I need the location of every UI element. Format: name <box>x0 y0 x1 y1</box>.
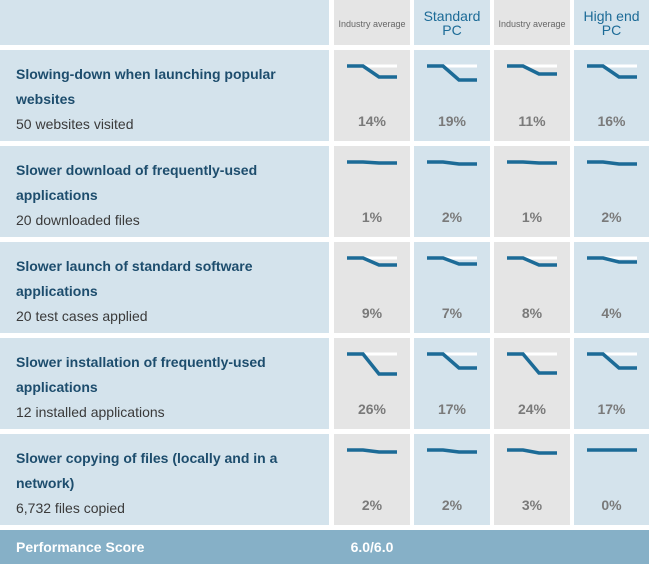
row-label-file-copy: Slower copying of files (locally and in … <box>0 434 329 525</box>
percentage-value: 7% <box>441 305 463 321</box>
percentage-value: 2% <box>441 209 463 225</box>
value-cell: 26% <box>334 338 410 429</box>
percentage-value: 9% <box>361 305 383 321</box>
percentage-value: 11% <box>518 113 546 129</box>
row-label-software-launch: Slower launch of standard software appli… <box>0 242 329 333</box>
row-subtitle: 20 test cases applied <box>16 308 148 324</box>
value-cell: 9% <box>334 242 410 333</box>
column-header-standard-pc: Standard PC <box>414 0 490 45</box>
value-cell: 2% <box>574 146 649 237</box>
row-subtitle: 12 installed applications <box>16 404 165 420</box>
percentage-value: 17% <box>597 401 626 417</box>
slowdown-sparkline-icon <box>587 64 637 79</box>
slowdown-sparkline-icon <box>587 160 637 166</box>
slowdown-sparkline-icon <box>347 160 397 165</box>
percentage-value: 19% <box>437 113 467 129</box>
slowdown-sparkline-icon <box>507 448 557 455</box>
percentage-value: 2% <box>361 497 383 513</box>
percentage-value: 3% <box>521 497 543 513</box>
slowdown-sparkline-icon <box>507 160 557 165</box>
value-cell: 0% <box>574 434 649 525</box>
percentage-value: 2% <box>601 209 622 225</box>
performance-score-label: Performance Score <box>16 539 145 555</box>
value-cell: 2% <box>414 434 490 525</box>
performance-score-value: 6.0/6.0 <box>350 539 394 555</box>
percentage-value: 14% <box>357 113 387 129</box>
value-cell: 2% <box>414 146 490 237</box>
value-cell: 11% <box>494 50 570 141</box>
row-title: Slower launch of standard software appli… <box>16 258 253 299</box>
value-cell: 24% <box>494 338 570 429</box>
slowdown-sparkline-icon <box>427 352 477 370</box>
column-header-label: Industry average <box>498 18 566 29</box>
row-title: Slower copying of files (locally and in … <box>16 450 278 491</box>
column-header-high-end-pc: High end PC <box>574 0 649 45</box>
percentage-value: 16% <box>597 113 626 129</box>
value-cell: 3% <box>494 434 570 525</box>
percentage-value: 0% <box>601 497 622 513</box>
percentage-value: 24% <box>517 401 547 417</box>
column-header-label: Standard PC <box>423 7 481 38</box>
row-label-installation: Slower installation of frequently-used a… <box>0 338 329 429</box>
slowdown-sparkline-icon <box>347 448 397 454</box>
slowdown-sparkline-icon <box>507 64 557 76</box>
slowdown-sparkline-icon <box>347 64 397 79</box>
slowdown-sparkline-icon <box>347 352 397 376</box>
slowdown-sparkline-icon <box>427 448 477 454</box>
value-cell: 7% <box>414 242 490 333</box>
percentage-value: 1% <box>361 209 383 225</box>
percentage-value: 17% <box>437 401 467 417</box>
column-header-industry-average-1: Industry average <box>334 0 410 45</box>
value-cell: 8% <box>494 242 570 333</box>
value-cell: 19% <box>414 50 490 141</box>
row-title: Slower download of frequently-used appli… <box>16 162 258 203</box>
value-cell: 16% <box>574 50 649 141</box>
value-cell: 2% <box>334 434 410 525</box>
slowdown-sparkline-icon <box>587 352 637 370</box>
header-corner <box>0 0 329 45</box>
value-cell: 17% <box>414 338 490 429</box>
row-subtitle: 6,732 files copied <box>16 500 125 516</box>
value-cell: 1% <box>334 146 410 237</box>
slowdown-sparkline-icon <box>587 448 637 452</box>
slowdown-sparkline-icon <box>427 64 477 82</box>
column-header-label: High end PC <box>583 7 640 38</box>
percentage-value: 4% <box>601 305 622 321</box>
value-cell: 4% <box>574 242 649 333</box>
performance-score-bar: Performance Score 6.0/6.0 <box>0 530 649 564</box>
row-label-websites: Slowing-down when launching popular webs… <box>0 50 329 141</box>
column-header-industry-average-2: Industry average <box>494 0 570 45</box>
row-title: Slowing-down when launching popular webs… <box>16 66 276 107</box>
slowdown-sparkline-icon <box>507 352 557 375</box>
slowdown-sparkline-icon <box>507 256 557 267</box>
slowdown-sparkline-icon <box>347 256 397 267</box>
value-cell: 1% <box>494 146 570 237</box>
row-subtitle: 50 websites visited <box>16 116 134 132</box>
row-subtitle: 20 downloaded files <box>16 212 140 228</box>
percentage-value: 2% <box>441 497 463 513</box>
percentage-value: 26% <box>357 401 387 417</box>
value-cell: 14% <box>334 50 410 141</box>
slowdown-sparkline-icon <box>427 160 477 166</box>
percentage-value: 8% <box>521 305 543 321</box>
value-cell: 17% <box>574 338 649 429</box>
percentage-value: 1% <box>521 209 543 225</box>
row-label-downloads: Slower download of frequently-used appli… <box>0 146 329 237</box>
row-title: Slower installation of frequently-used a… <box>16 354 266 395</box>
slowdown-sparkline-icon <box>427 256 477 266</box>
column-header-label: Industry average <box>338 18 406 29</box>
slowdown-sparkline-icon <box>587 256 637 264</box>
